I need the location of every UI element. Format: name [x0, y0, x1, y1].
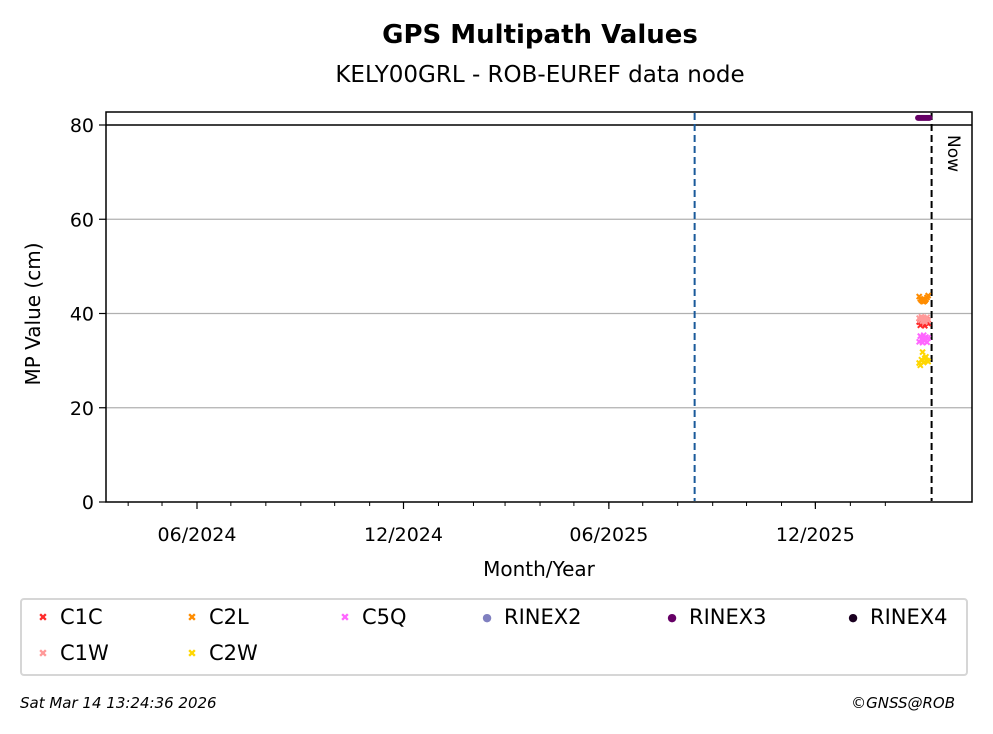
- timestamp: Sat Mar 14 13:24:36 2026: [20, 694, 217, 712]
- y-axis-label: MP Value (cm): [21, 242, 45, 385]
- legend-marker-icon: ✖: [187, 646, 197, 660]
- x-tick-label: 06/2025: [569, 524, 648, 546]
- legend-marker-icon: ●: [848, 610, 858, 624]
- legend-item-c1c: ✖ C1C: [30, 605, 103, 629]
- legend-marker-icon: ✖: [38, 610, 48, 624]
- multipath-chart: GPS Multipath Values KELY00GRL - ROB-EUR…: [21, 20, 973, 581]
- legend-label: C2L: [209, 605, 249, 629]
- point-C5Q: [925, 334, 932, 342]
- legend-item-rinex2: ● RINEX2: [474, 605, 582, 629]
- x-tick-label: 12/2024: [364, 524, 443, 546]
- point-RINEX3: [926, 114, 933, 121]
- y-tick-label: 80: [70, 115, 94, 137]
- point-stroke: [918, 356, 925, 363]
- point-stroke: [923, 339, 931, 346]
- legend-item-c1w: ✖ C1W: [30, 641, 109, 665]
- point-stroke: [925, 317, 932, 324]
- plot-frame: [105, 111, 973, 503]
- point-stroke: [919, 348, 926, 356]
- y-tick-label: 0: [82, 492, 94, 514]
- point-stroke: [925, 292, 932, 299]
- legend-marker-icon: ✖: [38, 646, 48, 660]
- point-C1W: [925, 317, 932, 324]
- point-stroke: [920, 359, 927, 366]
- y-tick-label: 40: [70, 304, 94, 326]
- legend-item-rinex4: ● RINEX4: [840, 605, 948, 629]
- point-C2W: [920, 359, 927, 366]
- legend-marker-icon: ✖: [187, 610, 197, 624]
- legend-label: C1W: [60, 641, 109, 665]
- legend-item-rinex3: ● RINEX3: [659, 605, 767, 629]
- legend-label: C2W: [209, 641, 258, 665]
- legend-item-c2w: ✖ C2W: [179, 641, 258, 665]
- legend: ✖ C1C ✖ C1W ✖ C2L ✖ C5Q ✖ C2W ● RINEX2 ● RINEX3 ● RINEX…: [20, 598, 968, 676]
- legend-marker-icon: ●: [667, 610, 677, 624]
- point-stroke: [925, 334, 932, 342]
- chart-title: GPS Multipath Values: [382, 20, 698, 50]
- legend-item-c5q: ✖ C5Q: [332, 605, 407, 629]
- chart-subtitle: KELY00GRL - ROB-EUREF data node: [335, 62, 744, 88]
- point-C5Q: [923, 339, 931, 346]
- y-tick-label: 20: [70, 398, 94, 420]
- now-label: Now: [943, 135, 963, 172]
- legend-label: C5Q: [362, 605, 407, 629]
- legend-label: RINEX4: [870, 605, 948, 629]
- legend-label: RINEX3: [689, 605, 767, 629]
- x-axis-label: Month/Year: [483, 557, 596, 581]
- x-tick-label: 12/2025: [776, 524, 855, 546]
- legend-label: RINEX2: [504, 605, 582, 629]
- legend-label: C1C: [60, 605, 103, 629]
- x-tick-label: 06/2024: [158, 524, 237, 546]
- legend-item-c2l: ✖ C2L: [179, 605, 249, 629]
- copyright: ©GNSS@ROB: [851, 694, 955, 712]
- legend-marker-icon: ●: [482, 610, 492, 624]
- point-C2L: [925, 292, 932, 299]
- legend-marker-icon: ✖: [340, 610, 350, 624]
- point-C2W: [925, 358, 932, 365]
- point-stroke: [925, 358, 932, 365]
- y-tick-label: 60: [70, 209, 94, 231]
